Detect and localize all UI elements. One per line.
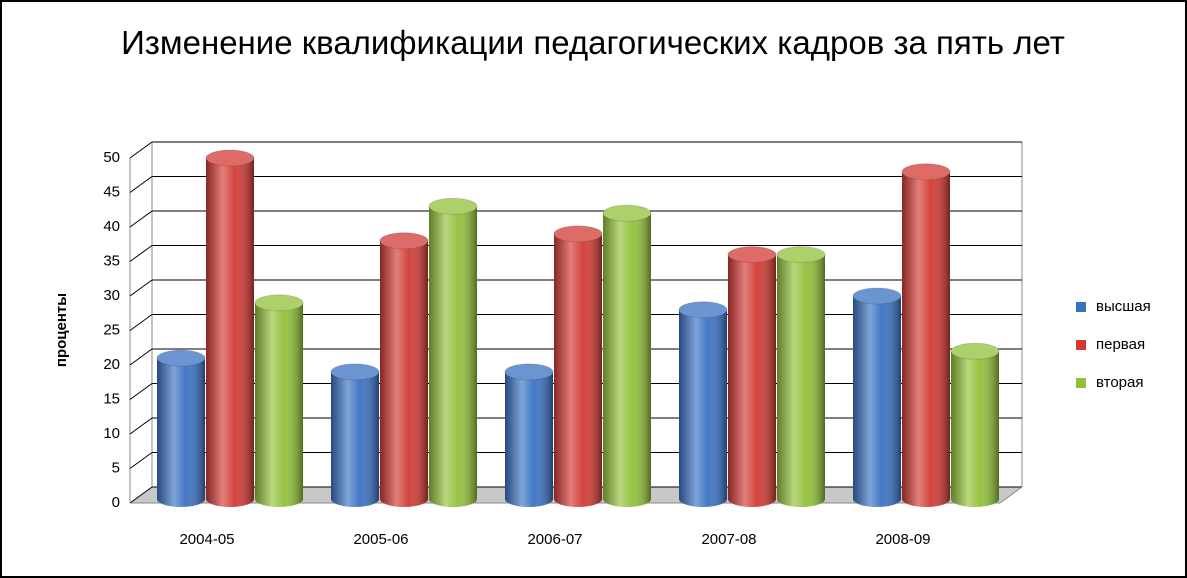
bar-shade	[679, 309, 727, 507]
legend-swatch	[1076, 302, 1086, 312]
bar-top-highlight	[853, 288, 901, 304]
x-tick-label: 2004-05	[179, 531, 234, 548]
bar-shade	[255, 302, 303, 507]
y-tick-label: 10	[103, 425, 120, 442]
y-tick-label: 5	[112, 459, 120, 476]
bar-top	[504, 363, 554, 381]
legend-swatch	[1076, 378, 1086, 388]
grid-line	[129, 452, 153, 469]
bar-top	[428, 197, 478, 215]
bar-shade	[157, 358, 205, 507]
bar-top-highlight	[157, 350, 205, 367]
bar-top	[678, 301, 728, 319]
bar-top	[727, 246, 777, 264]
y-axis-label: проценты	[53, 293, 70, 367]
legend-label: высшая	[1096, 298, 1151, 315]
bar-top-highlight	[331, 363, 379, 380]
bar-shade	[429, 206, 477, 508]
bar-shade	[380, 240, 428, 508]
bar-top	[156, 349, 206, 367]
legend-label: вторая	[1096, 374, 1144, 391]
y-tick-label: 45	[103, 183, 120, 200]
bar-top	[379, 232, 429, 250]
grid-line	[129, 176, 153, 193]
grid-line	[129, 348, 153, 366]
bar-top-highlight	[429, 198, 477, 215]
bar-shade	[554, 233, 602, 507]
y-tick-label: 40	[103, 218, 120, 235]
bar-top	[776, 246, 826, 264]
x-tick-label: 2008-09	[875, 531, 930, 548]
bar-top-highlight	[728, 246, 776, 263]
x-tick-label: 2006-07	[527, 531, 582, 548]
chart-title: Изменение квалификации педагогических ка…	[121, 24, 1065, 61]
legend-label: первая	[1096, 336, 1145, 353]
bar-shade	[728, 254, 776, 507]
y-tick-label: 30	[103, 287, 120, 304]
bar-shade	[206, 158, 254, 507]
bar-top	[901, 163, 951, 181]
bar-top-highlight	[902, 163, 950, 180]
y-tick-label: 25	[103, 321, 120, 338]
bar-top-highlight	[255, 294, 303, 311]
bar-shade	[603, 213, 651, 507]
y-tick-label: 15	[103, 390, 120, 407]
bar-top-highlight	[777, 246, 825, 263]
axis-line	[999, 486, 1023, 504]
bar-top-highlight	[380, 232, 428, 249]
bar-top-highlight	[951, 343, 999, 360]
bar-top	[330, 363, 380, 381]
bar-top	[553, 225, 603, 243]
bar-shade	[331, 371, 379, 507]
bar-top-highlight	[679, 301, 727, 318]
legend-swatch	[1076, 340, 1086, 350]
bar-top-highlight	[206, 150, 254, 166]
y-tick-label: 50	[103, 149, 120, 166]
bar-top	[852, 287, 902, 305]
x-tick-label: 2005-06	[353, 531, 408, 548]
grid-line	[129, 210, 153, 228]
grid-line	[129, 141, 153, 159]
bar-top	[205, 149, 255, 167]
y-tick-label: 35	[103, 252, 120, 269]
grid-line	[129, 383, 153, 400]
grid-line	[129, 279, 153, 297]
bar-top-highlight	[554, 225, 602, 242]
y-tick-label: 0	[112, 494, 120, 511]
x-tick-label: 2007-08	[701, 531, 756, 548]
bar-top-highlight	[505, 363, 553, 380]
grid-line	[129, 245, 153, 262]
bar-shade	[902, 171, 950, 508]
grid-line	[129, 486, 153, 504]
bar-top	[950, 342, 1000, 360]
bar-top	[254, 294, 304, 312]
bar-top-highlight	[603, 205, 651, 222]
bar-shade	[853, 296, 901, 507]
bar-shade	[777, 254, 825, 507]
bar-shade	[951, 351, 999, 507]
grid-line	[129, 417, 153, 435]
bar-shade	[505, 371, 553, 507]
y-tick-label: 20	[103, 356, 120, 373]
grid-line	[129, 314, 153, 331]
bar-top	[602, 204, 652, 222]
